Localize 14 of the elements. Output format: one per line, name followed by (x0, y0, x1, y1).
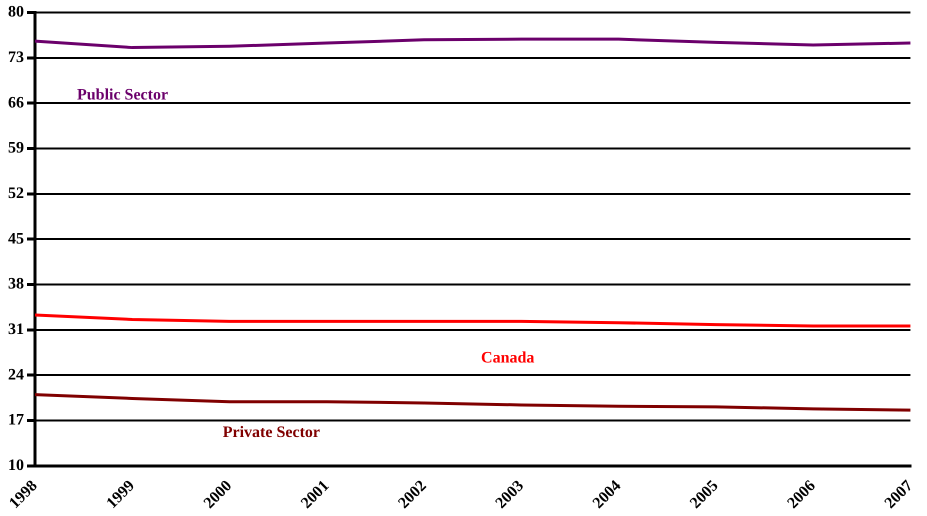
y-tick-label: 10 (8, 456, 24, 474)
text: Public Sector (76, 86, 168, 104)
y-tick-label: 24 (8, 366, 24, 384)
y-tick-label: 66 (8, 94, 24, 112)
y-tick-label: 38 (8, 276, 24, 293)
y-tick-label: 73 (8, 49, 24, 66)
y-tick-label: 59 (8, 140, 24, 157)
series-label: Private Sector (222, 424, 320, 441)
y-tick-label: 31 (8, 320, 24, 338)
y-tick-label: 52 (8, 185, 24, 202)
y-tick-label: 80 (8, 4, 24, 21)
y-tick-label: 17 (8, 412, 24, 429)
series-label: Canada (481, 350, 534, 367)
y-tick-label: 45 (8, 230, 24, 248)
